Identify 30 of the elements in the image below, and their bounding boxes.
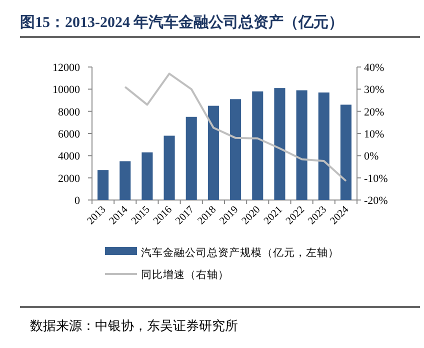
y2-tick-label: 30% <box>364 84 384 96</box>
y-tick-label: 6000 <box>58 128 80 140</box>
y-tick-label: 8000 <box>58 106 80 118</box>
y-tick-label: 0 <box>74 195 80 207</box>
bar <box>208 106 219 200</box>
bar <box>296 90 308 200</box>
bar <box>318 92 330 200</box>
y-tick-label: 4000 <box>58 150 80 163</box>
legend-label: 同比增速（右轴） <box>141 268 229 281</box>
y-tick-label: 12000 <box>52 62 80 74</box>
legend-label: 汽车金融公司总资产规模（亿元，左轴） <box>141 246 339 259</box>
y-tick-label: 2000 <box>58 172 80 185</box>
bar <box>340 104 352 200</box>
y2-tick-label: -20% <box>364 195 388 207</box>
bar <box>98 170 109 200</box>
bar <box>274 88 286 200</box>
y2-tick-label: -10% <box>364 172 388 185</box>
bar <box>252 91 264 200</box>
y2-tick-label: 10% <box>364 128 384 140</box>
bar <box>120 161 131 200</box>
bar <box>164 136 175 200</box>
y-tick-label: 10000 <box>52 84 80 96</box>
bar <box>230 99 242 200</box>
y2-tick-label: 0% <box>364 150 379 163</box>
y2-tick-label: 20% <box>364 106 384 118</box>
bar <box>186 116 197 200</box>
source-note: 数据来源：中银协，东吴证券研究所 <box>30 318 238 333</box>
y2-tick-label: 40% <box>364 62 384 74</box>
chart-title: 图15：2013-2024 年汽车金融公司总资产（亿元） <box>20 13 344 31</box>
bar <box>142 152 153 200</box>
